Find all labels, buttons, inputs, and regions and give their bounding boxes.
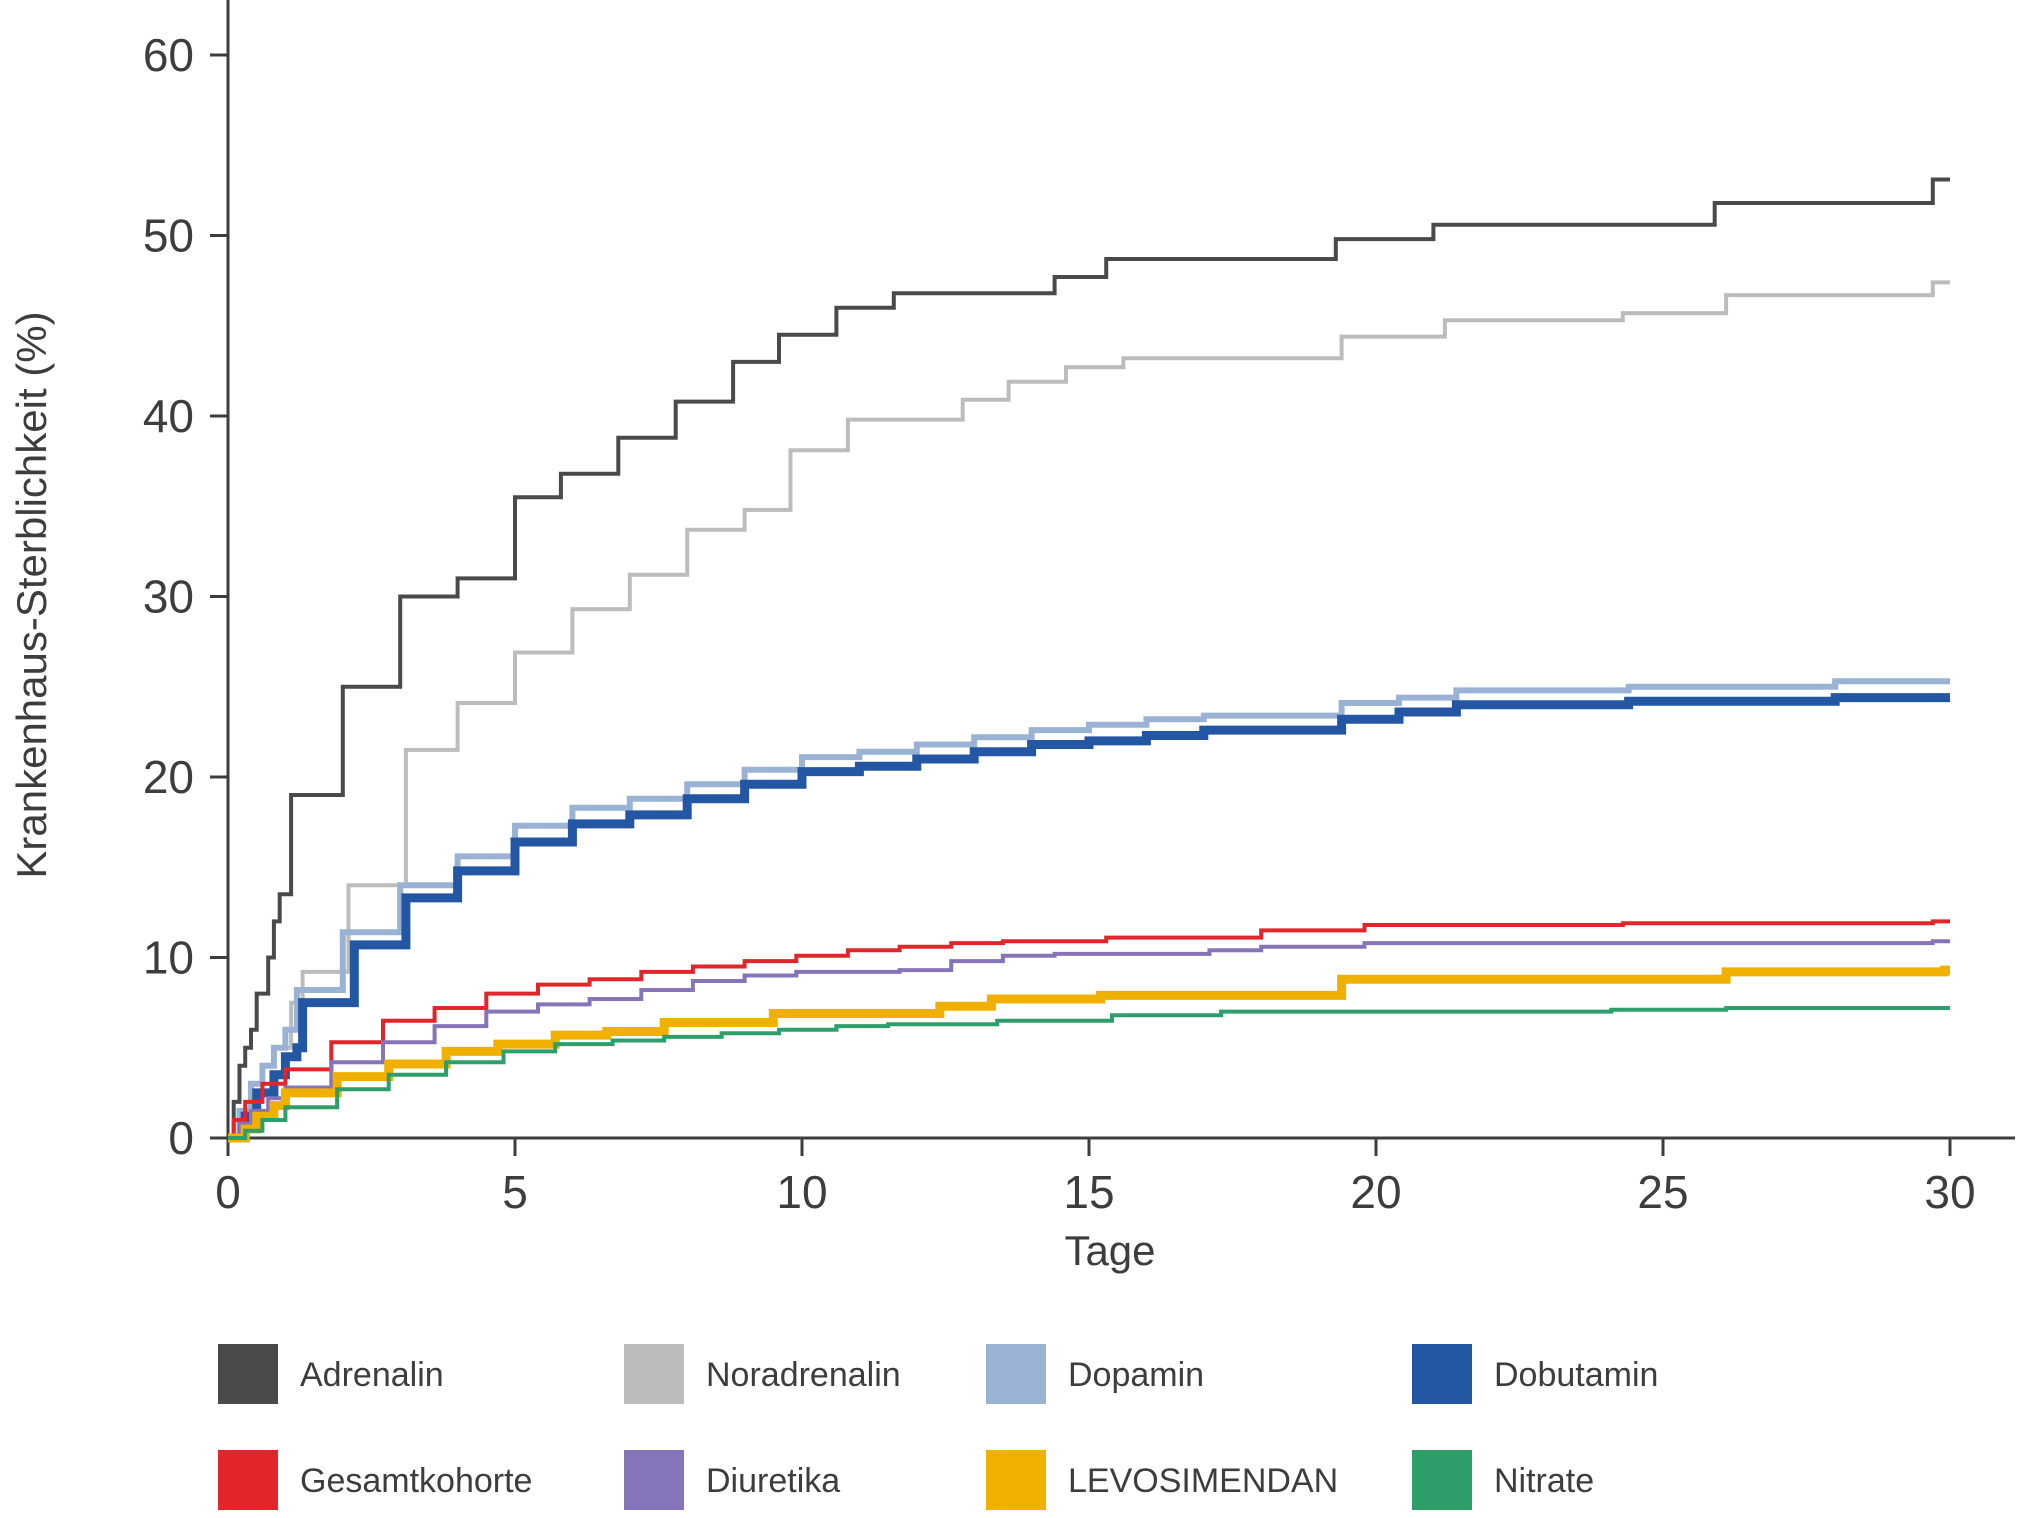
x-tick-label: 5 xyxy=(502,1166,528,1218)
legend-swatch xyxy=(1412,1450,1472,1510)
legend-label: Dobutamin xyxy=(1494,1356,1658,1394)
legend-swatch xyxy=(986,1344,1046,1404)
legend-label: Noradrenalin xyxy=(706,1356,901,1394)
x-tick-label: 20 xyxy=(1350,1166,1401,1218)
legend: Adrenalin Noradrenalin Dopamin Dobutamin Ges… xyxy=(218,1344,1658,1510)
series-line-diuretika xyxy=(228,939,1950,1140)
axes: 0 10 20 30 40 50 60 0 5 10 15 20 25 30 xyxy=(143,0,2015,1218)
legend-swatch xyxy=(218,1344,278,1404)
legend-label: Adrenalin xyxy=(300,1356,444,1394)
x-tick-label: 10 xyxy=(776,1166,827,1218)
series-line-dobutamin xyxy=(228,693,1950,1143)
series-line-nitrate xyxy=(228,1006,1950,1140)
y-tick-label: 50 xyxy=(143,210,194,262)
legend-item-noradrenalin: Noradrenalin xyxy=(624,1344,901,1404)
y-tick-label: 0 xyxy=(168,1112,194,1164)
x-tick-label: 0 xyxy=(215,1166,241,1218)
legend-label: Gesamtkohorte xyxy=(300,1462,532,1500)
x-tick-label: 30 xyxy=(1924,1166,1975,1218)
series-line-gesamtkohorte xyxy=(228,919,1950,1140)
x-tick-label: 25 xyxy=(1637,1166,1688,1218)
y-tick-label: 10 xyxy=(143,932,194,984)
legend-swatch xyxy=(986,1450,1046,1510)
series-layer xyxy=(228,177,1950,1143)
x-tick-label: 15 xyxy=(1063,1166,1114,1218)
legend-label: Diuretika xyxy=(706,1462,840,1500)
legend-swatch xyxy=(218,1450,278,1510)
legend-item-adrenalin: Adrenalin xyxy=(218,1344,444,1404)
series-line-dopamin xyxy=(228,678,1950,1141)
legend-label: Nitrate xyxy=(1494,1462,1594,1500)
legend-item-gesamtkohorte: Gesamtkohorte xyxy=(218,1450,532,1510)
legend-item-dopamin: Dopamin xyxy=(986,1344,1204,1404)
y-axis-title: Krankenhaus-Sterblichkeit (%) xyxy=(8,311,55,878)
legend-swatch xyxy=(624,1344,684,1404)
x-axis-title: Tage xyxy=(1064,1227,1155,1274)
legend-swatch xyxy=(624,1450,684,1510)
y-tick-label: 20 xyxy=(143,751,194,803)
legend-item-levosimendan: LEVOSIMENDAN xyxy=(986,1450,1338,1510)
y-tick-label: 30 xyxy=(143,571,194,623)
legend-label: Dopamin xyxy=(1068,1356,1204,1394)
legend-swatch xyxy=(1412,1344,1472,1404)
legend-item-nitrate: Nitrate xyxy=(1412,1450,1594,1510)
y-tick-label: 60 xyxy=(143,29,194,81)
legend-item-diuretika: Diuretika xyxy=(624,1450,840,1510)
series-line-adrenalin xyxy=(228,177,1950,1140)
series-line-levosimendan xyxy=(228,965,1950,1143)
legend-label: LEVOSIMENDAN xyxy=(1068,1462,1338,1500)
y-tick-label: 40 xyxy=(143,390,194,442)
legend-item-dobutamin: Dobutamin xyxy=(1412,1344,1658,1404)
